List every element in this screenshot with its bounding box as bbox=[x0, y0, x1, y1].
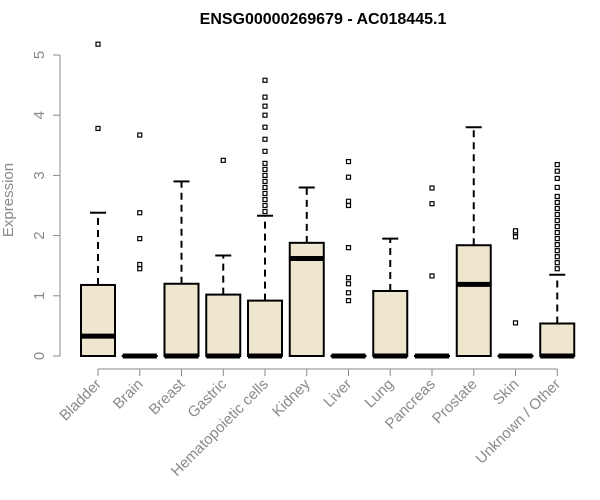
outlier-point bbox=[512, 234, 519, 240]
outlier-point bbox=[345, 290, 352, 296]
box-body bbox=[539, 322, 576, 358]
outlier-point bbox=[554, 193, 560, 200]
outlier-point bbox=[262, 94, 268, 100]
outlier-point bbox=[262, 160, 268, 166]
y-tick-label: 2 bbox=[31, 231, 48, 239]
outlier-point bbox=[262, 166, 268, 172]
outlier-point bbox=[345, 198, 352, 204]
outlier-point bbox=[137, 210, 143, 216]
outlier-point bbox=[554, 161, 560, 168]
outlier-point bbox=[345, 202, 352, 209]
chart-title: ENSG00000269679 - AC018445.1 bbox=[200, 11, 447, 28]
x-tick-label: Brain bbox=[110, 376, 147, 413]
outlier-point bbox=[554, 205, 560, 212]
x-tick-label: Prostate bbox=[429, 376, 481, 428]
outlier-point bbox=[262, 184, 268, 191]
outlier-point bbox=[554, 236, 560, 242]
outlier-point bbox=[554, 217, 560, 224]
outlier-point bbox=[137, 266, 143, 272]
outlier-point bbox=[554, 260, 560, 266]
outlier-point bbox=[262, 172, 268, 178]
box-body bbox=[205, 293, 242, 358]
x-tick-label: Breast bbox=[146, 375, 189, 418]
box-pancreas bbox=[414, 185, 450, 359]
box-body bbox=[372, 289, 409, 358]
outlier-point bbox=[429, 185, 435, 191]
outlier-point bbox=[512, 320, 519, 326]
outlier-point bbox=[429, 201, 435, 207]
outlier-point bbox=[345, 298, 352, 304]
outlier-point bbox=[137, 261, 143, 268]
outlier-point bbox=[554, 199, 560, 206]
box-brain bbox=[121, 132, 158, 359]
box-body bbox=[80, 283, 116, 357]
y-tick-label: 5 bbox=[31, 51, 48, 59]
outlier-point bbox=[554, 184, 560, 191]
outlier-point bbox=[554, 211, 560, 218]
box-gastric bbox=[205, 157, 242, 359]
x-tick-label: Bladder bbox=[56, 376, 105, 425]
outlier-point bbox=[220, 157, 226, 163]
y-axis: 0 1 2 3 4 5 bbox=[31, 51, 61, 360]
box-prostate bbox=[455, 126, 492, 357]
outlier-point bbox=[137, 236, 143, 242]
outlier-point bbox=[95, 125, 101, 132]
outlier-point bbox=[262, 178, 268, 185]
y-tick-label: 3 bbox=[31, 171, 48, 179]
box-body bbox=[163, 282, 200, 358]
box-skin bbox=[497, 228, 534, 359]
outlier-point bbox=[262, 103, 268, 109]
outlier-point bbox=[262, 196, 268, 203]
x-tick-label: Skin bbox=[490, 376, 523, 409]
box-kidney bbox=[288, 186, 325, 358]
box-breast bbox=[163, 180, 200, 359]
box-liver bbox=[330, 158, 367, 359]
box-bladder bbox=[80, 41, 116, 357]
outlier-point bbox=[554, 248, 560, 254]
y-tick-label: 4 bbox=[31, 111, 48, 119]
y-tick-label: 1 bbox=[31, 292, 48, 300]
outlier-point bbox=[429, 273, 435, 279]
box-body bbox=[247, 299, 283, 357]
outlier-point bbox=[554, 223, 560, 230]
outlier-point bbox=[262, 77, 268, 83]
x-tick-label: Lung bbox=[361, 376, 397, 412]
outlier-point bbox=[262, 136, 268, 142]
outlier-point bbox=[554, 168, 560, 174]
box-unknown-other bbox=[539, 161, 576, 359]
outlier-point bbox=[345, 275, 352, 281]
x-tick-label: Liver bbox=[320, 376, 355, 411]
outlier-point bbox=[262, 202, 268, 209]
outlier-point bbox=[554, 254, 560, 260]
y-axis-label: Expression bbox=[0, 163, 17, 237]
outlier-point bbox=[345, 174, 352, 180]
outlier-point bbox=[554, 175, 560, 182]
box-body bbox=[455, 244, 492, 357]
outlier-point bbox=[262, 124, 268, 130]
outlier-point bbox=[262, 190, 268, 197]
outlier-point bbox=[554, 266, 560, 272]
outlier-point bbox=[554, 229, 560, 236]
outlier-point bbox=[95, 41, 101, 47]
box-hematopoietic-cells bbox=[247, 77, 283, 359]
y-tick-label: 0 bbox=[31, 352, 48, 360]
outlier-point bbox=[345, 245, 352, 251]
outlier-point bbox=[262, 112, 268, 118]
outlier-point bbox=[262, 208, 268, 215]
x-tick-label: Kidney bbox=[269, 375, 314, 420]
box-lung bbox=[372, 237, 409, 359]
box-series bbox=[80, 41, 576, 359]
outlier-point bbox=[554, 242, 560, 248]
outlier-point bbox=[137, 132, 143, 138]
outlier-point bbox=[512, 228, 519, 234]
outlier-point bbox=[345, 158, 352, 165]
outlier-point bbox=[262, 148, 268, 154]
box-body bbox=[288, 241, 325, 358]
outlier-point bbox=[345, 281, 352, 287]
